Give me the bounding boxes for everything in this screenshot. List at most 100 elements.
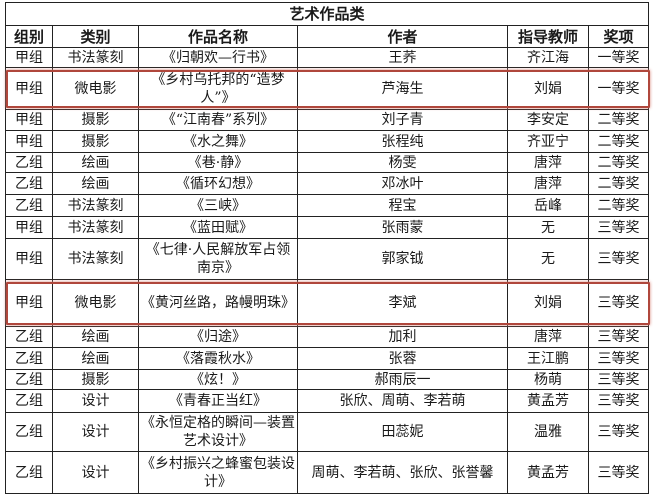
category-cell: 摄影 bbox=[52, 369, 139, 390]
header-row: 组别 类别 作品名称 作者 指导教师 奖项 bbox=[5, 25, 650, 48]
award-cell: 二等奖 bbox=[587, 130, 650, 153]
category-cell: 绘画 bbox=[52, 347, 139, 370]
work-title-cell: 《青春正当红》 bbox=[138, 389, 298, 413]
header-award: 奖项 bbox=[587, 25, 650, 48]
category-cell: 微电影 bbox=[52, 67, 139, 110]
instructor-cell: 唐萍 bbox=[507, 326, 589, 348]
category-cell: 摄影 bbox=[52, 130, 139, 153]
work-title-cell: 《乡村振兴之蜂蜜包装设计》 bbox=[138, 451, 298, 494]
author-cell: 芦海生 bbox=[297, 67, 508, 110]
award-cell: 二等奖 bbox=[587, 152, 650, 173]
instructor-cell: 岳峰 bbox=[507, 194, 589, 217]
author-cell: 张雨蒙 bbox=[297, 216, 508, 239]
table-row: 甲组 摄影 《水之舞》 张程纯 齐亚宁 二等奖 bbox=[5, 130, 650, 153]
award-cell: 三等奖 bbox=[587, 347, 650, 370]
award-cell: 三等奖 bbox=[587, 412, 650, 452]
table-row: 甲组 摄影 《“江南春”系列》 刘子青 李安定 二等奖 bbox=[5, 109, 650, 131]
work-title-cell: 《“江南春”系列》 bbox=[138, 109, 298, 131]
author-cell: 张蓉 bbox=[297, 347, 508, 370]
instructor-cell: 无 bbox=[507, 216, 589, 239]
work-title-cell: 《归朝欢—行书》 bbox=[138, 47, 298, 68]
award-cell: 三等奖 bbox=[587, 326, 650, 348]
category-cell: 摄影 bbox=[52, 109, 139, 131]
award-cell: 三等奖 bbox=[587, 216, 650, 239]
group-cell: 乙组 bbox=[5, 347, 53, 370]
author-cell: 邓冰叶 bbox=[297, 172, 508, 195]
table-row: 乙组 设计 《青春正当红》 张欣、周萌、李若萌 黄孟芳 三等奖 bbox=[5, 389, 650, 413]
author-cell: 田蕊妮 bbox=[297, 412, 508, 452]
table-row: 乙组 绘画 《巷·静》 杨雯 唐萍 二等奖 bbox=[5, 152, 650, 173]
author-cell: 周萌、李若萌、张欣、张誉馨 bbox=[297, 451, 508, 494]
awards-table: 艺术作品类 组别 类别 作品名称 作者 指导教师 奖项 甲组 书法篆刻 《归朝欢—行… bbox=[4, 2, 650, 494]
table-row: 乙组 绘画 《落霞秋水》 张蓉 王江鹏 三等奖 bbox=[5, 347, 650, 370]
work-title-cell: 《循环幻想》 bbox=[138, 172, 298, 195]
group-cell: 乙组 bbox=[5, 172, 53, 195]
table-row: 甲组 书法篆刻 《七律·人民解放军占领南京》 郭家钺无三等奖 bbox=[5, 238, 650, 280]
table-title: 艺术作品类 bbox=[4, 2, 650, 26]
group-cell: 乙组 bbox=[5, 389, 53, 413]
category-cell: 设计 bbox=[52, 389, 139, 413]
award-cell: 一等奖 bbox=[587, 47, 650, 68]
group-cell: 甲组 bbox=[5, 238, 53, 280]
work-title-cell: 《水之舞》 bbox=[138, 130, 298, 153]
group-cell: 乙组 bbox=[5, 152, 53, 173]
highlighted-table-row: 甲组 微电影 《乡村乌托邦的“造梦人”》 芦海生 刘娟 一等奖 bbox=[5, 67, 650, 110]
table-row: 乙组 设计 《乡村振兴之蜂蜜包装设计》 周萌、李若萌、张欣、张誉馨 黄孟芳 三等奖 bbox=[5, 451, 650, 494]
group-cell: 乙组 bbox=[5, 326, 53, 348]
table-row: 乙组 绘画 《归途》 加利 唐萍 三等奖 bbox=[5, 326, 650, 348]
instructor-cell: 王江鹏 bbox=[507, 347, 589, 370]
author-cell: 加利 bbox=[297, 326, 508, 348]
author-cell: 张程纯 bbox=[297, 130, 508, 153]
category-cell: 微电影 bbox=[52, 279, 139, 327]
group-cell: 甲组 bbox=[5, 109, 53, 131]
work-title-cell: 《巷·静》 bbox=[138, 152, 298, 173]
author-cell: 杨雯 bbox=[297, 152, 508, 173]
instructor-cell: 黄孟芳 bbox=[507, 389, 589, 413]
category-cell: 绘画 bbox=[52, 172, 139, 195]
instructor-cell: 杨萌 bbox=[507, 369, 589, 390]
category-cell: 书法篆刻 bbox=[52, 194, 139, 217]
header-author: 作者 bbox=[297, 25, 508, 48]
group-cell: 甲组 bbox=[5, 67, 53, 110]
table-row: 乙组 书法篆刻 《三峡》 程宝 岳峰 二等奖 bbox=[5, 194, 650, 217]
group-cell: 甲组 bbox=[5, 47, 53, 68]
work-title-cell: 《炫！》 bbox=[138, 369, 298, 390]
instructor-cell: 刘娟 bbox=[507, 67, 589, 110]
instructor-cell: 李安定 bbox=[507, 109, 589, 131]
work-title-cell: 《落霞秋水》 bbox=[138, 347, 298, 370]
author-cell: 刘子青 bbox=[297, 109, 508, 131]
work-title-cell: 《三峡》 bbox=[138, 194, 298, 217]
group-cell: 乙组 bbox=[5, 369, 53, 390]
header-instructor: 指导教师 bbox=[507, 25, 589, 48]
instructor-cell: 唐萍 bbox=[507, 172, 589, 195]
author-cell: 李斌 bbox=[297, 279, 508, 327]
work-title-cell: 《归途》 bbox=[138, 326, 298, 348]
category-cell: 书法篆刻 bbox=[52, 47, 139, 68]
award-cell: 一等奖 bbox=[587, 67, 650, 110]
instructor-cell: 齐江海 bbox=[507, 47, 589, 68]
author-cell: 程宝 bbox=[297, 194, 508, 217]
group-cell: 甲组 bbox=[5, 279, 53, 327]
instructor-cell: 齐亚宁 bbox=[507, 130, 589, 153]
header-category: 类别 bbox=[52, 25, 139, 48]
table-row: 乙组 摄影 《炫！》 郝雨辰一 杨萌 三等奖 bbox=[5, 369, 650, 390]
group-cell: 乙组 bbox=[5, 451, 53, 494]
category-cell: 设计 bbox=[52, 412, 139, 452]
author-cell: 郝雨辰一 bbox=[297, 369, 508, 390]
category-cell: 设计 bbox=[52, 451, 139, 494]
category-cell: 绘画 bbox=[52, 152, 139, 173]
header-group: 组别 bbox=[5, 25, 53, 48]
header-work-title: 作品名称 bbox=[138, 25, 298, 48]
work-title-cell: 《黄河丝路，路幔明珠》 bbox=[138, 279, 298, 327]
author-cell: 王荞 bbox=[297, 47, 508, 68]
award-cell: 三等奖 bbox=[587, 389, 650, 413]
award-cell: 二等奖 bbox=[587, 194, 650, 217]
work-title-cell: 《七律·人民解放军占领南京》 bbox=[138, 238, 298, 280]
table-row: 甲组 书法篆刻 《归朝欢—行书》 王荞 齐江海 一等奖 bbox=[5, 47, 650, 68]
work-title-cell: 《永恒定格的瞬间—装置艺术设计》 bbox=[138, 412, 298, 452]
instructor-cell: 唐萍 bbox=[507, 152, 589, 173]
table-row: 甲组 书法篆刻 《蓝田赋》 张雨蒙无三等奖 bbox=[5, 216, 650, 239]
work-title-cell: 《蓝田赋》 bbox=[138, 216, 298, 239]
table-row: 乙组 绘画 《循环幻想》 邓冰叶 唐萍 二等奖 bbox=[5, 172, 650, 195]
table-row: 乙组 设计 《永恒定格的瞬间—装置艺术设计》 田蕊妮 温雅 三等奖 bbox=[5, 412, 650, 452]
